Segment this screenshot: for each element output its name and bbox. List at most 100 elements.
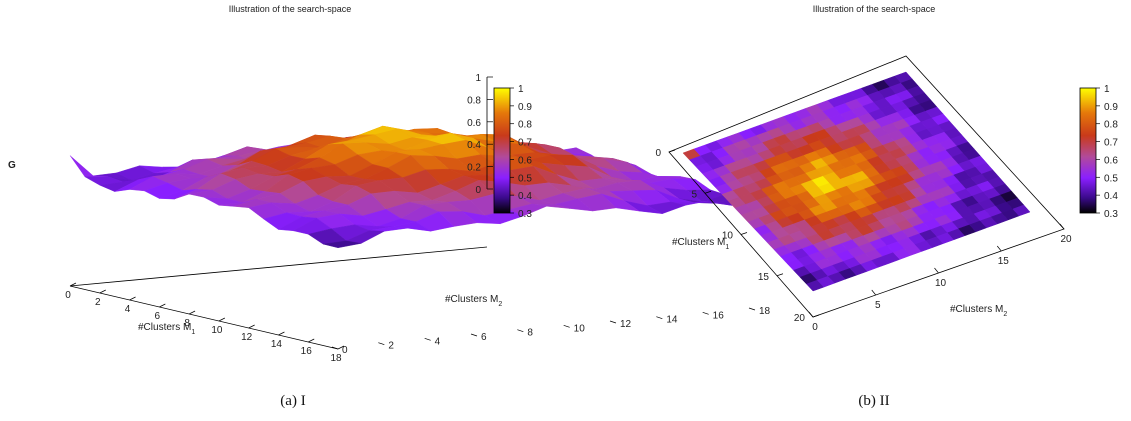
chart-b-x-tick-mark [1059,223,1065,230]
chart-a-x-tick-label: 16 [301,346,313,357]
chart-a: Illustration of the search-space 0246810… [8,4,771,409]
chart-b-heatmap [682,71,1031,292]
chart-b-x-tick-mark [996,245,1002,252]
chart-a-colorbar [493,87,511,214]
chart-b-colorbar [1079,87,1097,214]
chart-b-xlabel: #Clusters M2 [950,304,1007,318]
chart-b: Illustration of the search-space 0 5 10 15 2… [655,4,1118,409]
chart-a-zlabel: G [8,160,16,171]
chart-b-ylabel: #Clusters M1 [672,237,729,251]
chart-b-y-tick-label: 5 [691,189,697,200]
chart-b-y-ticks: 0 5 10 15 20 [655,148,820,324]
chart-b-colorbar-tick-label: 0.3 [1104,209,1118,220]
chart-b-y-tick-label: 0 [655,148,661,159]
chart-a-x-tick-label: 10 [211,325,223,336]
chart-a-y-tick-label: 6 [481,332,487,343]
chart-b-colorbar-tick-label: 0.5 [1104,173,1118,184]
chart-a-ylabel: #Clusters M2 [445,294,502,308]
chart-a-y-tick-mark [470,333,478,337]
chart-a-colorbar-tick-label: 0.7 [518,138,532,149]
chart-b-y-tick-mark [704,190,712,194]
chart-b-y-tick-mark [812,314,820,318]
chart-a-colorbar-tick-label: 1 [518,84,524,95]
chart-b-y-tick-label: 15 [758,272,770,283]
chart-a-x-tick-mark [218,317,226,322]
chart-a-y-tick-label: 4 [435,336,441,347]
chart-a-z-tick-label: 0.8 [467,95,481,106]
chart-a-x-tick-label: 4 [125,304,131,315]
chart-b-x-tick-label: 5 [875,300,881,311]
chart-a-y-tick-mark [748,307,756,311]
chart-a-y-ticks: 0 2 4 6 8 10 12 14 16 18 [331,306,771,356]
chart-a-x-tick-label: 12 [241,332,253,343]
chart-b-y-tick-mark [776,273,784,277]
chart-b-colorbar-tick-label: 0.8 [1104,120,1118,131]
chart-b-x-tick-mark [808,311,814,318]
chart-a-xlabel: #Clusters M1 [138,322,195,336]
chart-b-x-tick-label: 0 [812,322,818,333]
chart-a-x-ticks: 0 2 4 6 8 10 12 14 16 18 [65,282,345,364]
chart-b-colorbar-ticks: 0.3 0.4 0.5 0.6 0.7 0.8 0.9 1 [1096,84,1118,220]
chart-a-x-tick-mark [69,282,77,287]
chart-a-y-tick-label: 0 [342,345,348,356]
chart-a-surface [69,125,756,249]
chart-a-x-tick-label: 6 [155,311,161,322]
chart-b-y-tick-label: 10 [722,231,734,242]
chart-a-x-tick-mark [129,296,136,301]
chart-a-x-tick-mark [278,331,285,336]
chart-b-y-tick-mark [668,149,676,153]
chart-a-x-axis [69,285,339,350]
chart-a-y-axis [69,246,488,287]
chart-b-x-tick-label: 20 [1060,234,1072,245]
chart-b-y-tick-mark [740,232,748,235]
chart-a-colorbar-tick-label: 0.3 [518,209,532,220]
chart-b-colorbar-tick-label: 0.4 [1104,191,1118,202]
chart-a-z-tick-label: 0.2 [467,163,481,174]
chart-a-surface-cell [69,155,109,178]
chart-a-y-tick-mark [656,316,663,319]
chart-a-colorbar-tick-label: 0.5 [518,173,532,184]
chart-a-y-tick-mark [563,325,570,328]
chart-a-x-tick-label: 14 [271,339,283,350]
chart-a-axes [69,77,488,350]
chart-b-x-tick-label: 10 [935,278,947,289]
chart-a-z-ticks: 0 0.2 0.4 0.6 0.8 1 [467,73,493,196]
chart-a-colorbar-tick-label: 0.8 [518,120,532,131]
chart-b-colorbar-tick-label: 0.7 [1104,138,1118,149]
chart-a-x-tick-label: 8 [184,318,190,329]
chart-b-colorbar-tick-label: 0.9 [1104,102,1118,113]
chart-a-x-tick-mark [248,324,255,329]
chart-a-y-tick-label: 18 [759,306,771,317]
chart-b-x-ticks: 0 5 10 15 20 [808,223,1072,333]
chart-a-surface-cell [323,240,362,249]
chart-a-y-tick-mark [378,342,385,345]
chart-a-x-tick-mark [337,345,345,350]
chart-a-x-tick-label: 2 [95,297,101,308]
chart-a-x-tick-mark [308,338,315,343]
chart-a-colorbar-tick-label: 0.4 [518,191,532,202]
chart-a-colorbar-tick-label: 0.6 [518,155,532,166]
chart-a-y-tick-label: 16 [713,310,725,321]
chart-a-z-tick-label: 0 [475,185,481,196]
chart-a-z-tick-label: 0.6 [467,118,481,129]
chart-a-x-tick-mark [188,310,196,315]
chart-a-y-tick-mark [517,329,524,332]
chart-b-caption: (b) II [858,393,889,409]
chart-a-y-tick-mark [424,338,431,341]
chart-a-title: Illustration of the search-space [229,4,352,14]
chart-a-colorbar-tick-label: 0.9 [518,102,532,113]
chart-b-title: Illustration of the search-space [813,4,936,14]
chart-a-x-tick-label: 18 [330,353,342,364]
chart-a-x-tick-mark [159,303,166,308]
chart-a-y-tick-label: 14 [666,315,678,326]
chart-a-y-tick-label: 8 [527,328,533,339]
chart-a-x-tick-label: 0 [65,290,71,301]
chart-a-z-tick-label: 1 [475,73,481,84]
chart-a-y-tick-label: 10 [574,323,586,334]
chart-a-z-tick-label: 0.4 [467,140,481,151]
chart-b-x-tick-label: 15 [998,256,1010,267]
chart-a-y-tick-label: 12 [620,319,632,330]
chart-a-caption: (a) I [280,393,305,409]
chart-a-colorbar-ticks: 0.3 0.4 0.5 0.6 0.7 0.8 0.9 1 [510,84,532,220]
